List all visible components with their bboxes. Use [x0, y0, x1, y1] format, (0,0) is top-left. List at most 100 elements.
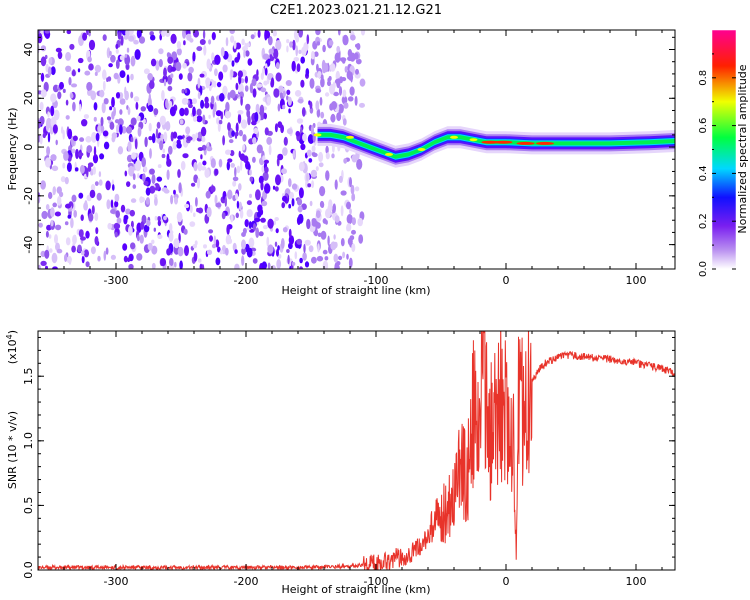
- noise-speck: [238, 183, 242, 191]
- noise-speck: [95, 227, 99, 235]
- noise-speck: [241, 38, 245, 46]
- noise-speck: [80, 214, 84, 221]
- noise-speck: [111, 111, 115, 120]
- noise-speck: [316, 108, 321, 118]
- noise-speck: [300, 79, 305, 88]
- noise-speck: [307, 183, 312, 188]
- noise-speck: [151, 174, 156, 185]
- noise-speck: [249, 169, 252, 176]
- noise-speck: [143, 224, 150, 233]
- noise-speck: [120, 35, 124, 46]
- x-tick-label: -300: [104, 575, 129, 588]
- noise-speck: [184, 245, 189, 257]
- noise-speck: [186, 33, 192, 41]
- noise-speck: [126, 74, 130, 84]
- noise-speck: [334, 263, 340, 269]
- noise-speck: [301, 107, 306, 117]
- y-tick-label: 1.0: [22, 432, 35, 450]
- noise-speck: [349, 216, 352, 225]
- noise-speck: [325, 170, 330, 181]
- noise-speck: [190, 182, 196, 187]
- noise-speck: [199, 39, 206, 45]
- noise-speck: [177, 135, 183, 140]
- noise-speck: [159, 115, 166, 126]
- noise-speck: [186, 136, 193, 141]
- noise-speck: [283, 136, 288, 146]
- noise-speck: [44, 30, 50, 34]
- noise-speck: [99, 89, 105, 98]
- noise-speck: [260, 87, 267, 93]
- noise-speck: [351, 193, 356, 202]
- noise-speck: [242, 227, 247, 235]
- noise-speck: [39, 115, 45, 125]
- noise-speck: [127, 141, 132, 152]
- noise-speck: [111, 96, 115, 108]
- noise-speck: [228, 238, 233, 244]
- noise-speck: [264, 67, 268, 76]
- noise-speck: [167, 85, 173, 92]
- colorbar-tick-label: 0.6: [698, 118, 709, 134]
- noise-speck: [238, 201, 242, 211]
- noise-speck: [311, 180, 315, 189]
- noise-speck: [48, 57, 53, 65]
- noise-speck: [217, 122, 221, 132]
- noise-speck: [188, 66, 194, 74]
- noise-speck: [50, 66, 56, 76]
- noise-speck: [105, 180, 111, 191]
- noise-speck: [70, 217, 74, 229]
- noise-speck: [136, 234, 140, 242]
- noise-speck: [138, 36, 146, 44]
- y-tick-label: 20: [22, 91, 35, 105]
- noise-speck: [277, 121, 283, 128]
- noise-speck: [273, 88, 280, 98]
- noise-speck: [267, 218, 274, 229]
- noise-speck: [264, 183, 271, 194]
- y-tick-label: 1.5: [22, 367, 35, 385]
- noise-speck: [277, 153, 284, 161]
- noise-speck: [94, 64, 102, 73]
- noise-speck: [158, 59, 163, 68]
- noise-speck: [339, 57, 347, 62]
- noise-speck: [315, 88, 322, 93]
- noise-speck: [143, 118, 146, 124]
- noise-speck: [62, 129, 65, 140]
- noise-speck: [244, 75, 248, 84]
- colorbar-tick-label: 0.0: [698, 261, 709, 277]
- noise-speck: [297, 205, 303, 213]
- noise-speck: [216, 81, 222, 88]
- noise-speck: [316, 255, 324, 262]
- noise-speck: [286, 89, 291, 96]
- noise-speck: [40, 89, 47, 98]
- noise-speck: [128, 35, 135, 42]
- colorbar-gradient: [712, 30, 736, 269]
- noise-speck: [94, 181, 99, 187]
- noise-speck: [306, 172, 309, 182]
- noise-speck: [206, 146, 213, 152]
- noise-speck: [174, 261, 177, 268]
- noise-speck: [119, 98, 126, 105]
- noise-speck: [197, 147, 204, 151]
- noise-speck: [78, 229, 84, 238]
- noise-speck: [246, 247, 253, 258]
- noise-speck: [297, 98, 304, 104]
- noise-speck: [192, 115, 198, 122]
- noise-speck: [255, 103, 260, 114]
- noise-speck: [351, 154, 358, 163]
- noise-speck: [210, 95, 215, 105]
- ridge-peak: [494, 140, 513, 144]
- noise-speck: [86, 145, 93, 154]
- x-tick-label: -200: [234, 274, 259, 287]
- noise-speck: [90, 246, 96, 255]
- noise-speck: [201, 263, 205, 269]
- noise-speck: [38, 264, 41, 269]
- noise-speck: [274, 123, 278, 133]
- noise-speck: [340, 190, 347, 196]
- noise-speck: [88, 63, 94, 71]
- noise-speck: [306, 34, 310, 45]
- noise-speck: [81, 255, 85, 264]
- noise-speck: [266, 236, 270, 247]
- noise-speck: [115, 48, 119, 54]
- noise-speck: [115, 92, 121, 99]
- noise-speck: [358, 234, 364, 244]
- noise-speck: [334, 79, 340, 84]
